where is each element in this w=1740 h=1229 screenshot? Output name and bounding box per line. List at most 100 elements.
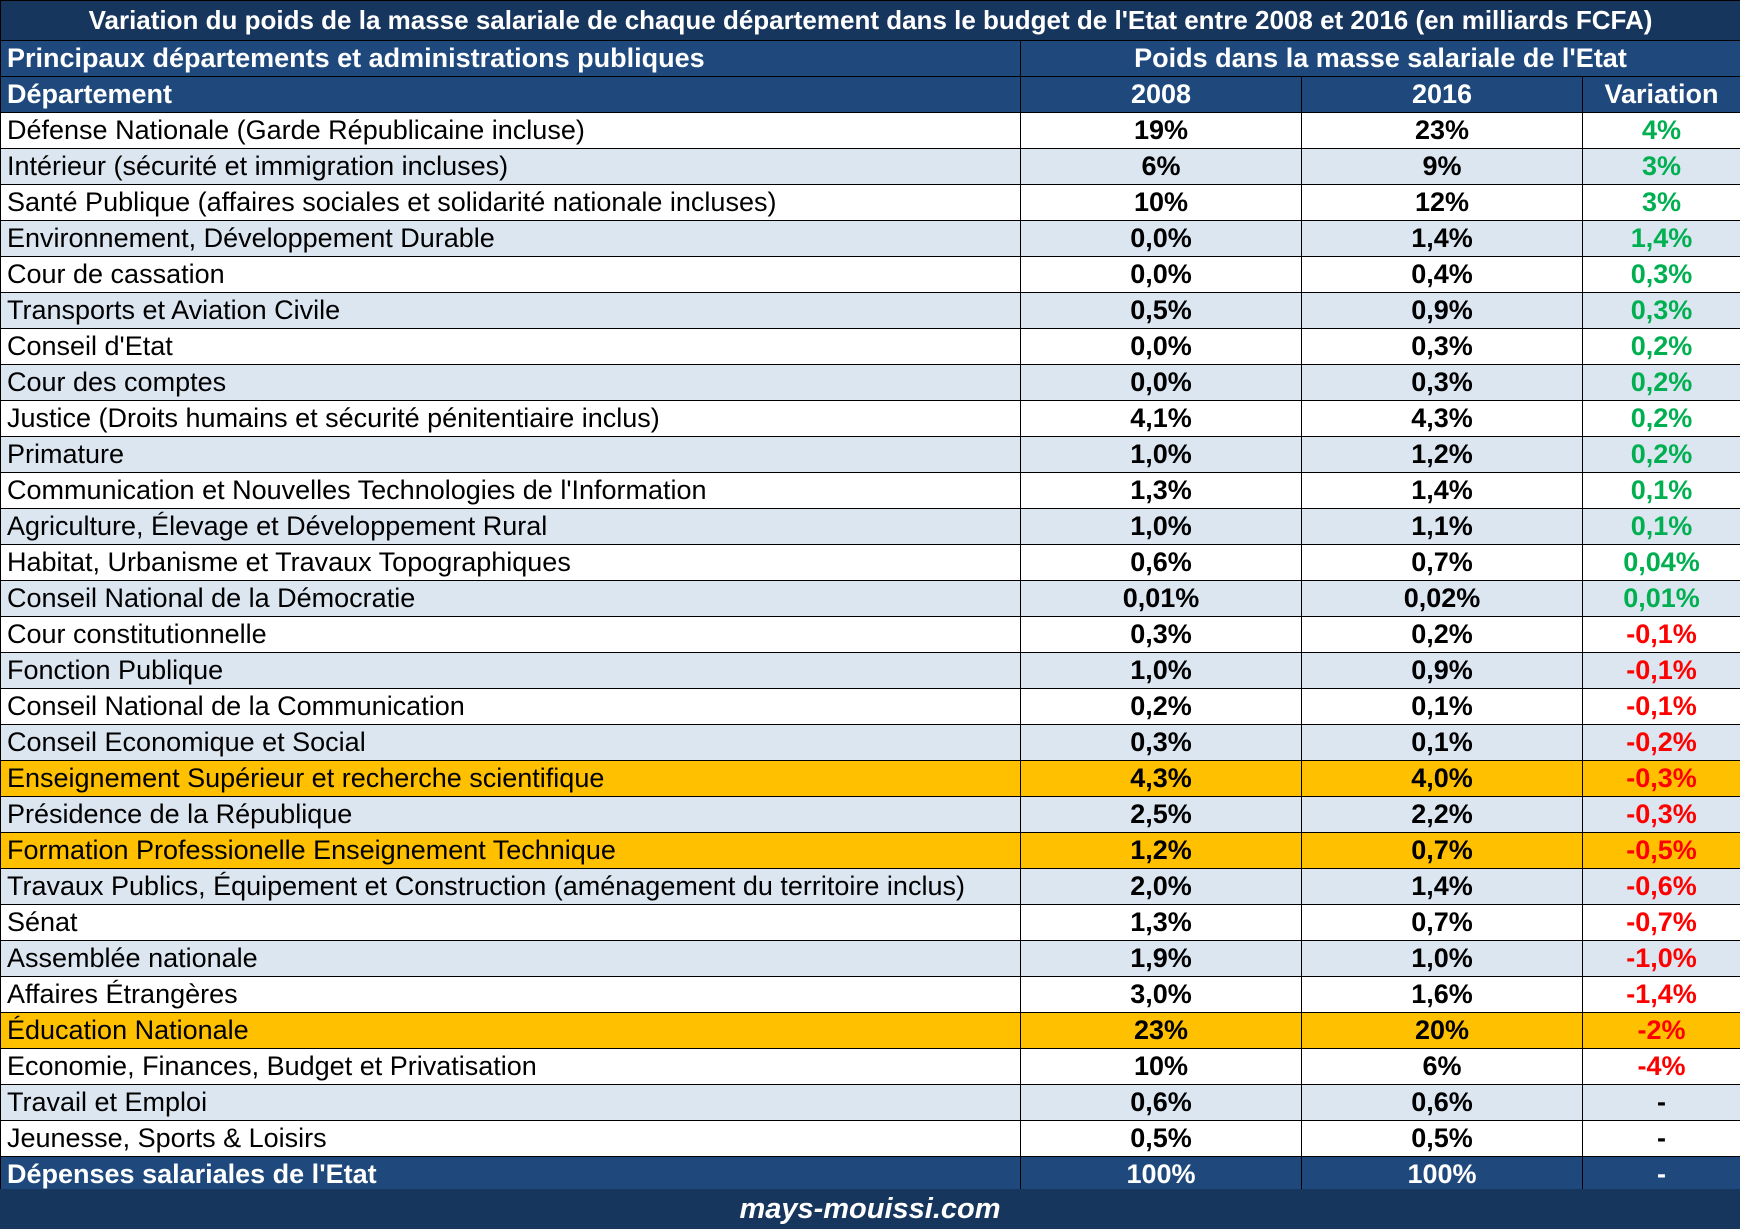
table-row: Habitat, Urbanisme et Travaux Topographi…	[0, 544, 1740, 581]
variation-cell: -2%	[1582, 1012, 1740, 1049]
value-2016-cell: 0,02%	[1301, 580, 1583, 617]
value-2008-cell: 6%	[1020, 148, 1302, 185]
department-cell: Éducation Nationale	[0, 1012, 1021, 1049]
department-cell: Fonction Publique	[0, 652, 1021, 689]
table-row: Cour de cassation 0,0% 0,4% 0,3%	[0, 256, 1740, 293]
variation-cell: 0,1%	[1582, 508, 1740, 545]
variation-cell: -4%	[1582, 1048, 1740, 1085]
group-header-right: Poids dans la masse salariale de l'Etat	[1020, 40, 1740, 77]
table-row: Justice (Droits humains et sécurité péni…	[0, 400, 1740, 437]
variation-cell: -0,3%	[1582, 760, 1740, 797]
value-2016-cell: 0,2%	[1301, 616, 1583, 653]
table-title: Variation du poids de la masse salariale…	[0, 0, 1740, 41]
department-cell: Cour constitutionnelle	[0, 616, 1021, 653]
department-cell: Intérieur (sécurité et immigration inclu…	[0, 148, 1021, 185]
variation-cell: -0,5%	[1582, 832, 1740, 869]
variation-cell: 1,4%	[1582, 220, 1740, 257]
total-variation-cell: -	[1582, 1156, 1740, 1193]
value-2008-cell: 0,6%	[1020, 544, 1302, 581]
value-2008-cell: 0,0%	[1020, 364, 1302, 401]
value-2016-cell: 6%	[1301, 1048, 1583, 1085]
column-header-department: Département	[0, 76, 1021, 113]
variation-cell: -0,1%	[1582, 688, 1740, 725]
department-cell: Formation Professionelle Enseignement Te…	[0, 832, 1021, 869]
value-2008-cell: 1,0%	[1020, 652, 1302, 689]
value-2008-cell: 0,6%	[1020, 1084, 1302, 1121]
value-2016-cell: 12%	[1301, 184, 1583, 221]
department-cell: Habitat, Urbanisme et Travaux Topographi…	[0, 544, 1021, 581]
table-row: Éducation Nationale 23% 20% -2%	[0, 1012, 1740, 1049]
table-row: Sénat 1,3% 0,7% -0,7%	[0, 904, 1740, 941]
value-2016-cell: 1,6%	[1301, 976, 1583, 1013]
department-cell: Santé Publique (affaires sociales et sol…	[0, 184, 1021, 221]
department-cell: Communication et Nouvelles Technologies …	[0, 472, 1021, 509]
variation-cell: -0,2%	[1582, 724, 1740, 761]
total-2016-cell: 100%	[1301, 1156, 1583, 1193]
value-2008-cell: 1,0%	[1020, 436, 1302, 473]
value-2016-cell: 23%	[1301, 112, 1583, 149]
group-header-left: Principaux départements et administratio…	[0, 40, 1021, 77]
variation-cell: -0,6%	[1582, 868, 1740, 905]
department-cell: Défense Nationale (Garde Républicaine in…	[0, 112, 1021, 149]
table-row: Conseil d'Etat 0,0% 0,3% 0,2%	[0, 328, 1740, 365]
value-2016-cell: 9%	[1301, 148, 1583, 185]
variation-cell: -0,3%	[1582, 796, 1740, 833]
variation-cell: -1,0%	[1582, 940, 1740, 977]
value-2016-cell: 0,6%	[1301, 1084, 1583, 1121]
variation-cell: -	[1582, 1120, 1740, 1157]
value-2008-cell: 1,0%	[1020, 508, 1302, 545]
department-cell: Assemblée nationale	[0, 940, 1021, 977]
department-cell: Présidence de la République	[0, 796, 1021, 833]
value-2016-cell: 1,0%	[1301, 940, 1583, 977]
value-2016-cell: 0,4%	[1301, 256, 1583, 293]
department-cell: Travaux Publics, Équipement et Construct…	[0, 868, 1021, 905]
value-2008-cell: 0,2%	[1020, 688, 1302, 725]
column-header-variation: Variation	[1582, 76, 1740, 113]
value-2008-cell: 2,5%	[1020, 796, 1302, 833]
total-row: Dépenses salariales de l'Etat 100% 100% -	[0, 1156, 1740, 1193]
value-2016-cell: 0,7%	[1301, 904, 1583, 941]
value-2016-cell: 1,4%	[1301, 472, 1583, 509]
value-2008-cell: 4,3%	[1020, 760, 1302, 797]
value-2016-cell: 0,9%	[1301, 292, 1583, 329]
value-2016-cell: 0,5%	[1301, 1120, 1583, 1157]
value-2016-cell: 0,3%	[1301, 364, 1583, 401]
variation-cell: 0,2%	[1582, 400, 1740, 437]
table-row: Assemblée nationale 1,9% 1,0% -1,0%	[0, 940, 1740, 977]
department-cell: Transports et Aviation Civile	[0, 292, 1021, 329]
total-2008-cell: 100%	[1020, 1156, 1302, 1193]
table-row: Environnement, Développement Durable 0,0%…	[0, 220, 1740, 257]
variation-cell: -0,1%	[1582, 616, 1740, 653]
table-row: Enseignement Supérieur et recherche scie…	[0, 760, 1740, 797]
total-label-cell: Dépenses salariales de l'Etat	[0, 1156, 1021, 1193]
value-2008-cell: 4,1%	[1020, 400, 1302, 437]
value-2016-cell: 0,9%	[1301, 652, 1583, 689]
department-cell: Affaires Étrangères	[0, 976, 1021, 1013]
variation-cell: 4%	[1582, 112, 1740, 149]
table-row: Travail et Emploi 0,6% 0,6% -	[0, 1084, 1740, 1121]
table-row: Cour des comptes 0,0% 0,3% 0,2%	[0, 364, 1740, 401]
department-cell: Conseil National de la Communication	[0, 688, 1021, 725]
value-2016-cell: 0,1%	[1301, 724, 1583, 761]
value-2008-cell: 0,5%	[1020, 292, 1302, 329]
value-2008-cell: 1,9%	[1020, 940, 1302, 977]
salary-weight-table: Variation du poids de la masse salariale…	[0, 0, 1740, 1193]
department-cell: Cour des comptes	[0, 364, 1021, 401]
department-cell: Jeunesse, Sports & Loisirs	[0, 1120, 1021, 1157]
variation-cell: 0,1%	[1582, 472, 1740, 509]
value-2008-cell: 0,0%	[1020, 256, 1302, 293]
value-2016-cell: 4,3%	[1301, 400, 1583, 437]
table-row: Santé Publique (affaires sociales et sol…	[0, 184, 1740, 221]
department-cell: Cour de cassation	[0, 256, 1021, 293]
table-row: Transports et Aviation Civile 0,5% 0,9% 0,3…	[0, 292, 1740, 329]
table-row: Affaires Étrangères 3,0% 1,6% -1,4%	[0, 976, 1740, 1013]
value-2016-cell: 0,3%	[1301, 328, 1583, 365]
value-2008-cell: 19%	[1020, 112, 1302, 149]
column-header-2008: 2008	[1020, 76, 1302, 113]
value-2016-cell: 0,7%	[1301, 544, 1583, 581]
table-row: Conseil National de la Communication 0,2%…	[0, 688, 1740, 725]
value-2008-cell: 1,2%	[1020, 832, 1302, 869]
table-row: Economie, Finances, Budget et Privatisat…	[0, 1048, 1740, 1085]
variation-cell: 0,3%	[1582, 256, 1740, 293]
value-2016-cell: 1,2%	[1301, 436, 1583, 473]
